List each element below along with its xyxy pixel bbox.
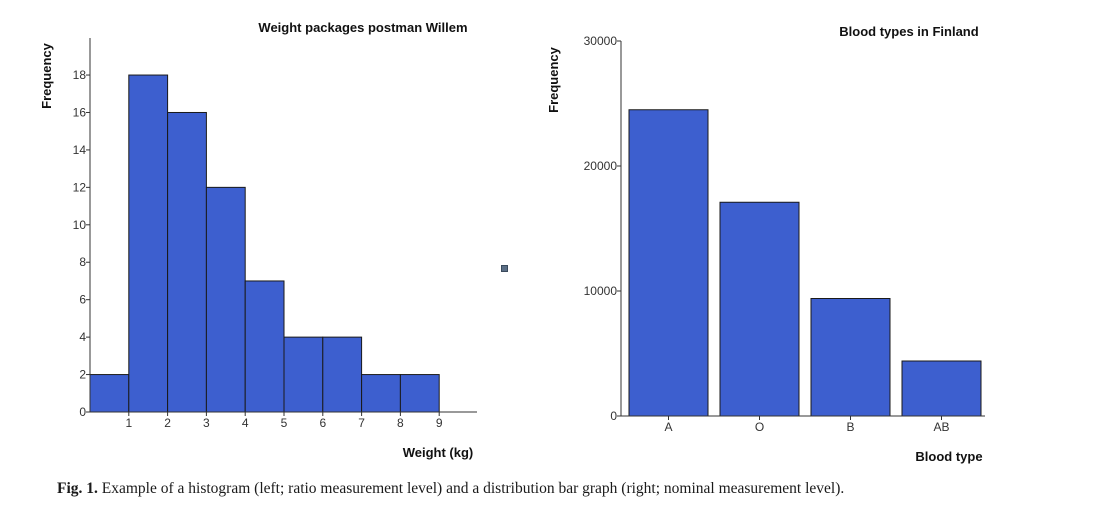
blood-type-x-axis-label: Blood type — [915, 449, 982, 464]
histogram-chart: Weight packages postman Willem Frequency… — [39, 20, 477, 460]
histogram-x-tick-label: 5 — [281, 416, 288, 430]
histogram-bar — [399, 374, 440, 413]
histogram-y-tick-label: 12 — [73, 180, 87, 194]
histogram-y-tick-label: 2 — [79, 368, 86, 382]
histogram-y-tick-label: 8 — [79, 255, 86, 269]
histogram-bar — [244, 280, 285, 413]
blood-type-y-tick-label: 30000 — [584, 34, 618, 48]
histogram-x-tick-label: 2 — [164, 416, 171, 430]
blood-type-title: Blood types in Finland — [839, 24, 978, 39]
histogram-title: Weight packages postman Willem — [258, 20, 467, 35]
histogram-bar — [361, 374, 401, 413]
histogram-bar — [205, 186, 246, 413]
histogram-bar — [89, 374, 130, 413]
histogram-x-tick-label: 4 — [242, 416, 249, 430]
blood-type-x-tick-label: B — [846, 420, 854, 434]
histogram-x-tick-label: 6 — [319, 416, 326, 430]
histogram-y-tick-label: 14 — [73, 143, 87, 157]
blood-type-x-tick-label: A — [664, 420, 672, 434]
blood-type-y-tick-label: 10000 — [584, 284, 618, 298]
histogram-y-tick-label: 6 — [79, 293, 86, 307]
blood-type-bar — [628, 109, 709, 417]
blood-type-bar — [719, 201, 800, 417]
blood-type-bar — [810, 298, 891, 417]
histogram-bar — [167, 111, 207, 413]
histogram-bar — [322, 336, 363, 413]
histogram-x-tick-label: 3 — [203, 416, 210, 430]
histogram-y-tick-label: 18 — [73, 68, 87, 82]
histogram-x-tick-label: 9 — [436, 416, 443, 430]
blood-type-x-tick-label: O — [755, 420, 764, 434]
histogram-x-tick-label: 7 — [358, 416, 365, 430]
blood-type-y-axis-label: Frequency — [546, 46, 561, 113]
histogram-bar — [128, 74, 169, 413]
blood-type-bar-chart: Blood types in Finland Frequency Blood t… — [546, 24, 985, 464]
histogram-x-tick-label: 1 — [125, 416, 132, 430]
blood-type-y-tick-label: 0 — [610, 409, 617, 423]
figure-caption: Fig. 1. Example of a histogram (left; ra… — [57, 480, 844, 498]
histogram-y-tick-label: 10 — [73, 218, 87, 232]
blood-type-bar — [901, 360, 982, 417]
figure-marker-square — [501, 265, 508, 272]
histogram-y-tick-label: 16 — [73, 105, 87, 119]
histogram-y-tick-label: 4 — [79, 330, 86, 344]
caption-label: Fig. 1. — [57, 480, 98, 497]
blood-type-x-tick-label: AB — [933, 420, 949, 434]
histogram-x-axis-label: Weight (kg) — [403, 445, 474, 460]
histogram-y-tick-label: 0 — [79, 405, 86, 419]
histogram-bar — [283, 336, 324, 413]
histogram-x-tick-label: 8 — [397, 416, 404, 430]
caption-text: Example of a histogram (left; ratio meas… — [97, 480, 845, 497]
blood-type-y-tick-label: 20000 — [584, 159, 618, 173]
histogram-y-axis-label: Frequency — [39, 42, 54, 109]
